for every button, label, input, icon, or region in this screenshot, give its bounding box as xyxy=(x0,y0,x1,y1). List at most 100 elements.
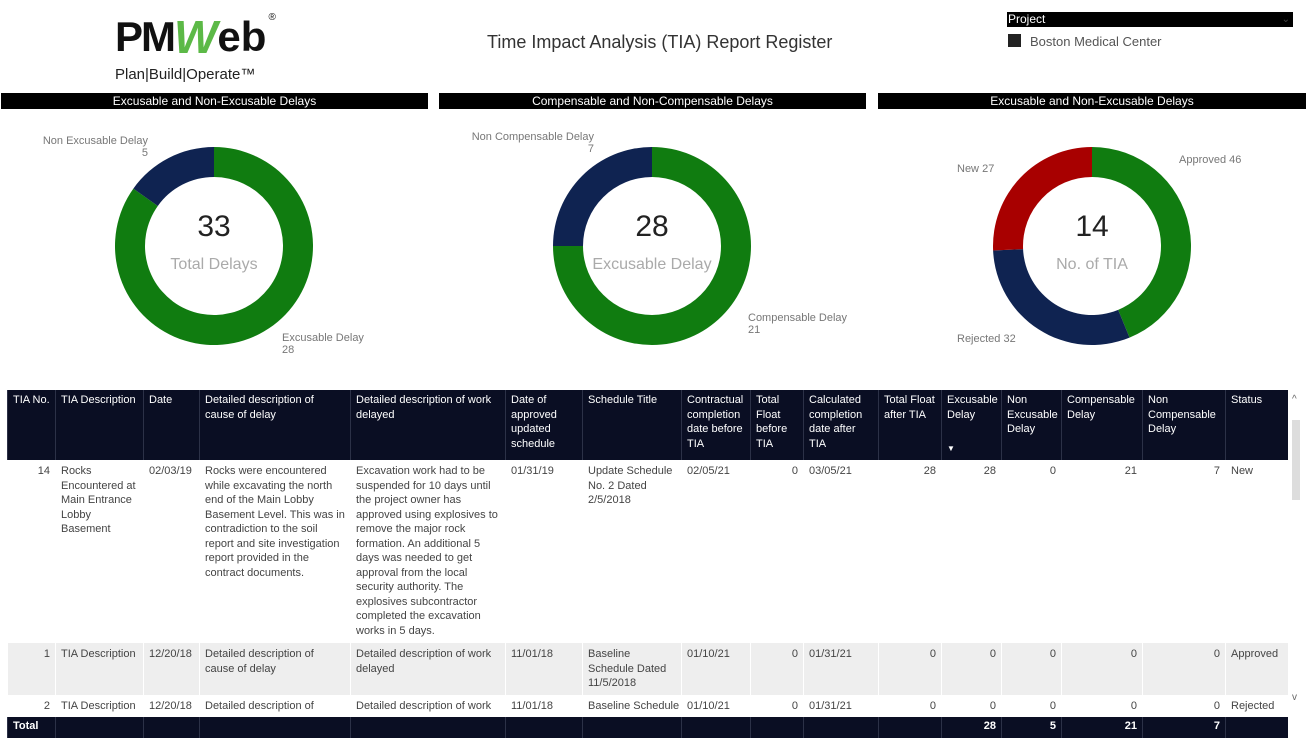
sort-desc-icon[interactable]: ▼ xyxy=(947,443,955,453)
slicer-label: Project xyxy=(1008,12,1046,26)
column-header[interactable]: Total Float before TIA xyxy=(750,390,804,460)
column-header[interactable]: Contractual completion date before TIA xyxy=(681,390,751,460)
column-header-label: Date of approved updated schedule xyxy=(511,394,557,450)
center-label: Total Delays xyxy=(170,256,258,273)
tia-register-table: TIA No. TIA Description Date Detailed descr… xyxy=(7,390,1288,738)
column-header-label: Detailed description of work delayed xyxy=(356,394,492,421)
column-header[interactable]: Total Float after TIA xyxy=(878,390,942,460)
table-cell: 12/20/18 xyxy=(143,643,200,695)
column-header[interactable]: Status xyxy=(1225,390,1288,460)
table-cell: 11/01/18 xyxy=(505,643,583,695)
table-cell: Detailed description of xyxy=(205,699,314,712)
table-cell: 02/05/21 xyxy=(687,465,730,477)
column-header[interactable]: Detailed description of cause of delay xyxy=(199,390,351,460)
table-cell: 01/31/21 xyxy=(803,643,879,695)
data-label: Non Excusable Delay 5 xyxy=(42,135,148,159)
table-cell: 0 xyxy=(750,643,804,695)
table-cell: Detailed description of work xyxy=(356,699,492,712)
column-header[interactable]: Excusable Delay ▼ xyxy=(941,390,1002,460)
column-header[interactable]: Calculated completion date after TIA xyxy=(803,390,879,460)
data-label: New 27 xyxy=(957,163,995,175)
total-cell xyxy=(681,717,751,738)
table-scrollbar[interactable]: ^ v xyxy=(1290,390,1302,708)
table-cell: 0 xyxy=(878,643,942,695)
table-cell: 0 xyxy=(1001,643,1062,695)
slicer-checkbox[interactable] xyxy=(1008,34,1021,47)
table-row[interactable]: 2 TIA Description 12/20/18 Detailed descrip… xyxy=(8,695,1288,718)
total-cell xyxy=(350,717,506,738)
table-cell: 7 xyxy=(1213,465,1220,477)
table-cell: TIA Description xyxy=(61,699,136,712)
column-header-label: Contractual completion date before TIA xyxy=(687,394,744,450)
table-cell: 14 xyxy=(37,465,50,477)
donut-chart-excusable[interactable] xyxy=(0,0,313,346)
slicer-option-boston-medical-center[interactable]: Boston Medical Center xyxy=(1030,34,1162,49)
donut-slice-new[interactable] xyxy=(993,147,1092,251)
table-row[interactable]: 14 Rocks Encountered at Main Entrance Lob… xyxy=(8,460,1288,643)
chevron-down-icon[interactable]: ⌄ xyxy=(1281,14,1290,25)
table-cell: Rocks Encountered at Main Entrance Lobby… xyxy=(61,465,136,535)
donut-slice-excusable-delay[interactable] xyxy=(114,147,313,346)
table-cell: 0 xyxy=(929,699,936,712)
donut-chart-status[interactable] xyxy=(0,0,1191,345)
center-label: No. of TIA xyxy=(1056,256,1128,273)
table-cell: New xyxy=(1231,465,1254,477)
column-header[interactable]: TIA Description xyxy=(55,390,144,460)
total-cell xyxy=(803,717,879,738)
column-header-label: Status xyxy=(1231,394,1263,406)
total-cell: Total xyxy=(7,717,56,738)
column-header[interactable]: Date of approved updated schedule xyxy=(505,390,583,460)
table-cell: Baseline Schedule xyxy=(588,699,680,712)
total-cell xyxy=(878,717,942,738)
total-cell xyxy=(750,717,804,738)
column-header[interactable]: Schedule Title xyxy=(582,390,682,460)
scroll-down-icon[interactable]: v xyxy=(1292,692,1297,703)
column-header-label: Non Excusable Delay xyxy=(1007,394,1058,435)
table-row[interactable]: 1 TIA Description 12/20/18 Detailed descrip… xyxy=(7,643,1288,695)
center-value: 14 xyxy=(1075,210,1109,243)
column-header-label: Excusable Delay xyxy=(947,394,998,421)
center-value: 33 xyxy=(197,210,231,243)
project-slicer-dropdown[interactable]: Project ⌄ xyxy=(1007,12,1293,27)
column-header[interactable]: Compensable Delay xyxy=(1061,390,1143,460)
column-header-label: Total Float before TIA xyxy=(756,394,788,450)
table-cell: Detailed description of work delayed xyxy=(350,643,506,695)
table-cell: 01/10/21 xyxy=(681,643,751,695)
table-cell: Update Schedule No. 2 Dated 2/5/2018 xyxy=(588,465,673,506)
donut-slice-non-excusable-delay[interactable] xyxy=(133,147,214,206)
scrollbar-thumb[interactable] xyxy=(1292,420,1300,500)
logo-tagline: Plan|Build|Operate™ xyxy=(115,66,256,83)
donut-slice-non-compensable-delay[interactable] xyxy=(553,147,652,246)
column-header-label: Compensable Delay xyxy=(1067,394,1135,421)
column-header[interactable]: Non Excusable Delay xyxy=(1001,390,1062,460)
donut-chart-compensable[interactable] xyxy=(0,0,751,345)
table-cell: 21 xyxy=(1124,465,1137,477)
table-cell: 0 xyxy=(1213,699,1220,712)
column-header[interactable]: Detailed description of work delayed xyxy=(350,390,506,460)
table-cell: 01/10/21 xyxy=(687,699,730,712)
total-cell: 5 xyxy=(1001,717,1062,738)
center-label: Excusable Delay xyxy=(592,256,712,273)
table-cell: 0 xyxy=(941,643,1002,695)
column-header[interactable]: Date xyxy=(143,390,200,460)
table-cell: Rocks were encountered while excavating … xyxy=(205,465,345,579)
table-cell: 0 xyxy=(989,699,996,712)
scroll-up-icon[interactable]: ^ xyxy=(1292,394,1297,405)
total-cell xyxy=(582,717,682,738)
table-cell: 0 xyxy=(1061,643,1143,695)
donut-slice-approved[interactable] xyxy=(1092,147,1191,338)
table-cell: 11/01/18 xyxy=(511,699,554,712)
donut-slice-compensable-delay[interactable] xyxy=(553,147,751,345)
column-header[interactable]: Non Compensable Delay xyxy=(1142,390,1226,460)
table-cell: 0 xyxy=(1049,465,1056,477)
table-cell: 28 xyxy=(983,465,996,477)
total-cell xyxy=(55,717,144,738)
chart-title-excusable: Excusable and Non-Excusable Delays xyxy=(1,93,428,109)
table-cell: 0 xyxy=(791,465,798,477)
donut-slice-rejected[interactable] xyxy=(993,249,1130,345)
column-header[interactable]: TIA No. xyxy=(7,390,56,460)
table-cell: 0 xyxy=(1049,699,1056,712)
table-cell: Rejected xyxy=(1231,699,1275,712)
table-cell: Baseline Schedule Dated 11/5/2018 xyxy=(582,643,682,695)
